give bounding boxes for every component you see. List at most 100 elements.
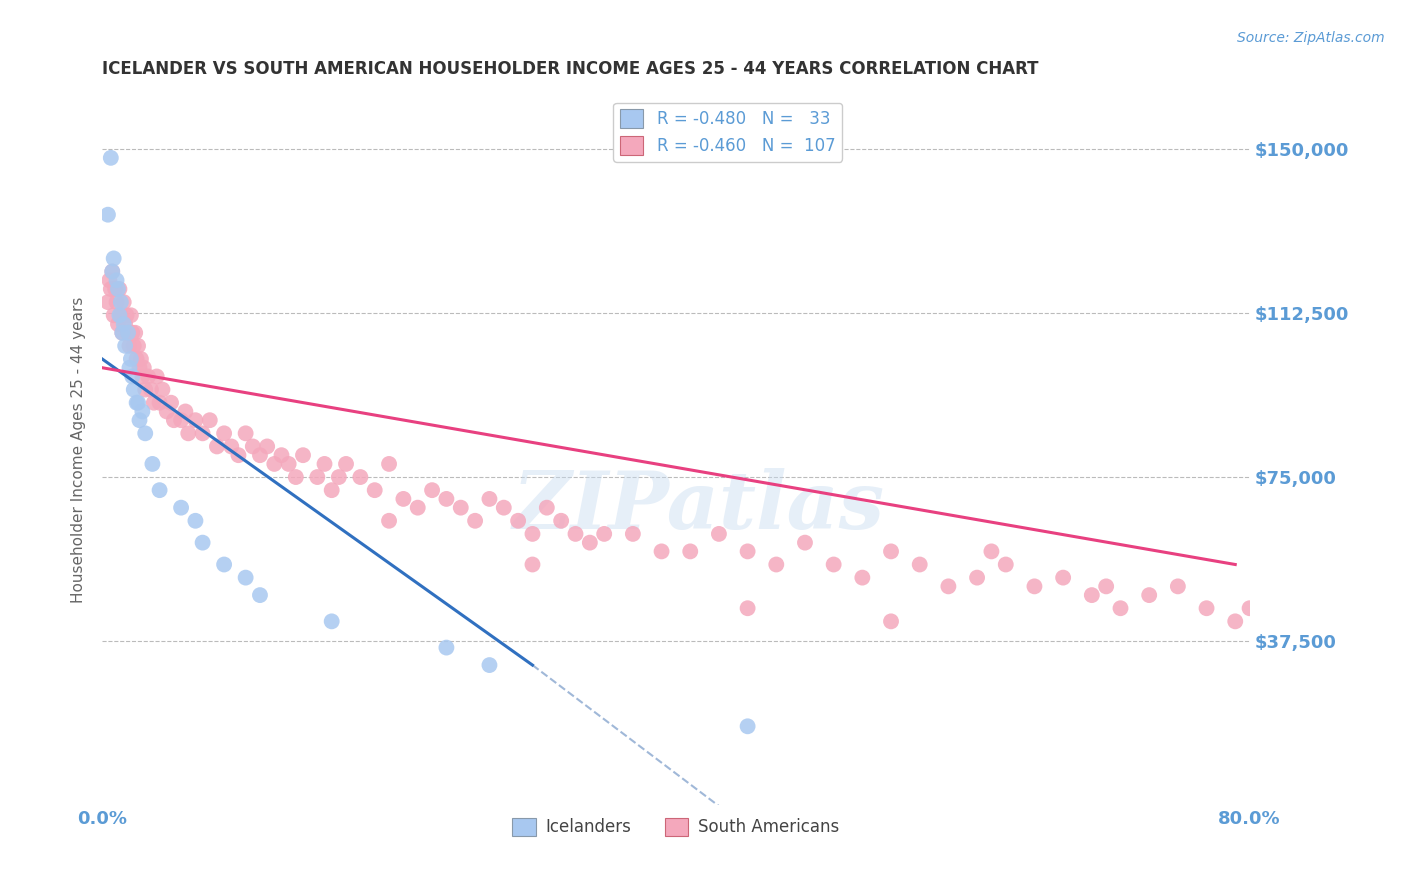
Point bbox=[108, 308, 131, 322]
Point bbox=[335, 457, 357, 471]
Point bbox=[174, 404, 197, 418]
Point bbox=[156, 404, 179, 418]
Point bbox=[1137, 588, 1160, 602]
Point bbox=[270, 448, 292, 462]
Point bbox=[111, 326, 134, 340]
Point bbox=[134, 383, 156, 397]
Point bbox=[679, 544, 702, 558]
Point bbox=[349, 470, 371, 484]
Point bbox=[737, 719, 759, 733]
Point bbox=[100, 282, 122, 296]
Point bbox=[364, 483, 387, 498]
Point bbox=[118, 339, 141, 353]
Point bbox=[707, 527, 730, 541]
Point bbox=[198, 413, 221, 427]
Point bbox=[117, 326, 139, 340]
Point bbox=[737, 544, 759, 558]
Point bbox=[107, 282, 129, 296]
Point bbox=[121, 326, 143, 340]
Text: Source: ZipAtlas.com: Source: ZipAtlas.com bbox=[1237, 31, 1385, 45]
Point bbox=[142, 395, 165, 409]
Point bbox=[131, 369, 153, 384]
Point bbox=[107, 317, 129, 331]
Point bbox=[263, 457, 285, 471]
Point bbox=[737, 601, 759, 615]
Point bbox=[328, 470, 350, 484]
Point bbox=[97, 208, 120, 222]
Point bbox=[284, 470, 307, 484]
Point bbox=[249, 588, 271, 602]
Point bbox=[108, 282, 131, 296]
Point bbox=[212, 558, 235, 572]
Point bbox=[579, 535, 602, 549]
Point bbox=[938, 579, 960, 593]
Point bbox=[136, 369, 159, 384]
Point bbox=[550, 514, 572, 528]
Point bbox=[105, 273, 128, 287]
Point bbox=[450, 500, 472, 515]
Point bbox=[110, 295, 132, 310]
Point bbox=[191, 426, 214, 441]
Point bbox=[110, 308, 132, 322]
Point bbox=[1195, 601, 1218, 615]
Text: ZIPatlas: ZIPatlas bbox=[513, 467, 884, 545]
Point bbox=[1052, 571, 1074, 585]
Point bbox=[128, 413, 150, 427]
Point bbox=[100, 151, 122, 165]
Point bbox=[145, 369, 167, 384]
Point bbox=[277, 457, 299, 471]
Point bbox=[114, 339, 136, 353]
Point bbox=[120, 308, 142, 322]
Point bbox=[621, 527, 644, 541]
Point bbox=[160, 395, 183, 409]
Point bbox=[134, 426, 156, 441]
Point bbox=[880, 615, 903, 629]
Point bbox=[139, 383, 162, 397]
Point bbox=[112, 295, 135, 310]
Point bbox=[235, 571, 257, 585]
Point bbox=[508, 514, 530, 528]
Point bbox=[420, 483, 443, 498]
Point bbox=[522, 527, 544, 541]
Point bbox=[851, 571, 873, 585]
Point bbox=[105, 295, 128, 310]
Point bbox=[651, 544, 673, 558]
Point bbox=[122, 339, 145, 353]
Legend: Icelanders, South Americans: Icelanders, South Americans bbox=[506, 811, 846, 843]
Point bbox=[191, 535, 214, 549]
Point bbox=[823, 558, 845, 572]
Point bbox=[122, 383, 145, 397]
Point bbox=[536, 500, 558, 515]
Point bbox=[127, 339, 149, 353]
Point bbox=[1225, 615, 1247, 629]
Point bbox=[522, 558, 544, 572]
Point bbox=[1095, 579, 1118, 593]
Point bbox=[103, 308, 125, 322]
Point bbox=[177, 426, 200, 441]
Point bbox=[121, 369, 143, 384]
Point bbox=[292, 448, 315, 462]
Point bbox=[321, 483, 343, 498]
Point bbox=[97, 295, 120, 310]
Point bbox=[124, 326, 146, 340]
Point bbox=[228, 448, 250, 462]
Point bbox=[593, 527, 616, 541]
Point bbox=[464, 514, 486, 528]
Point bbox=[120, 351, 142, 366]
Point bbox=[132, 360, 155, 375]
Point bbox=[184, 514, 207, 528]
Point bbox=[794, 535, 817, 549]
Point bbox=[321, 615, 343, 629]
Point bbox=[392, 491, 415, 506]
Point bbox=[101, 264, 124, 278]
Point bbox=[221, 439, 243, 453]
Text: ICELANDER VS SOUTH AMERICAN HOUSEHOLDER INCOME AGES 25 - 44 YEARS CORRELATION CH: ICELANDER VS SOUTH AMERICAN HOUSEHOLDER … bbox=[103, 60, 1039, 78]
Point bbox=[564, 527, 586, 541]
Point bbox=[478, 658, 501, 673]
Point bbox=[117, 326, 139, 340]
Point bbox=[908, 558, 931, 572]
Point bbox=[994, 558, 1017, 572]
Point bbox=[148, 395, 170, 409]
Point bbox=[378, 457, 401, 471]
Point bbox=[127, 395, 149, 409]
